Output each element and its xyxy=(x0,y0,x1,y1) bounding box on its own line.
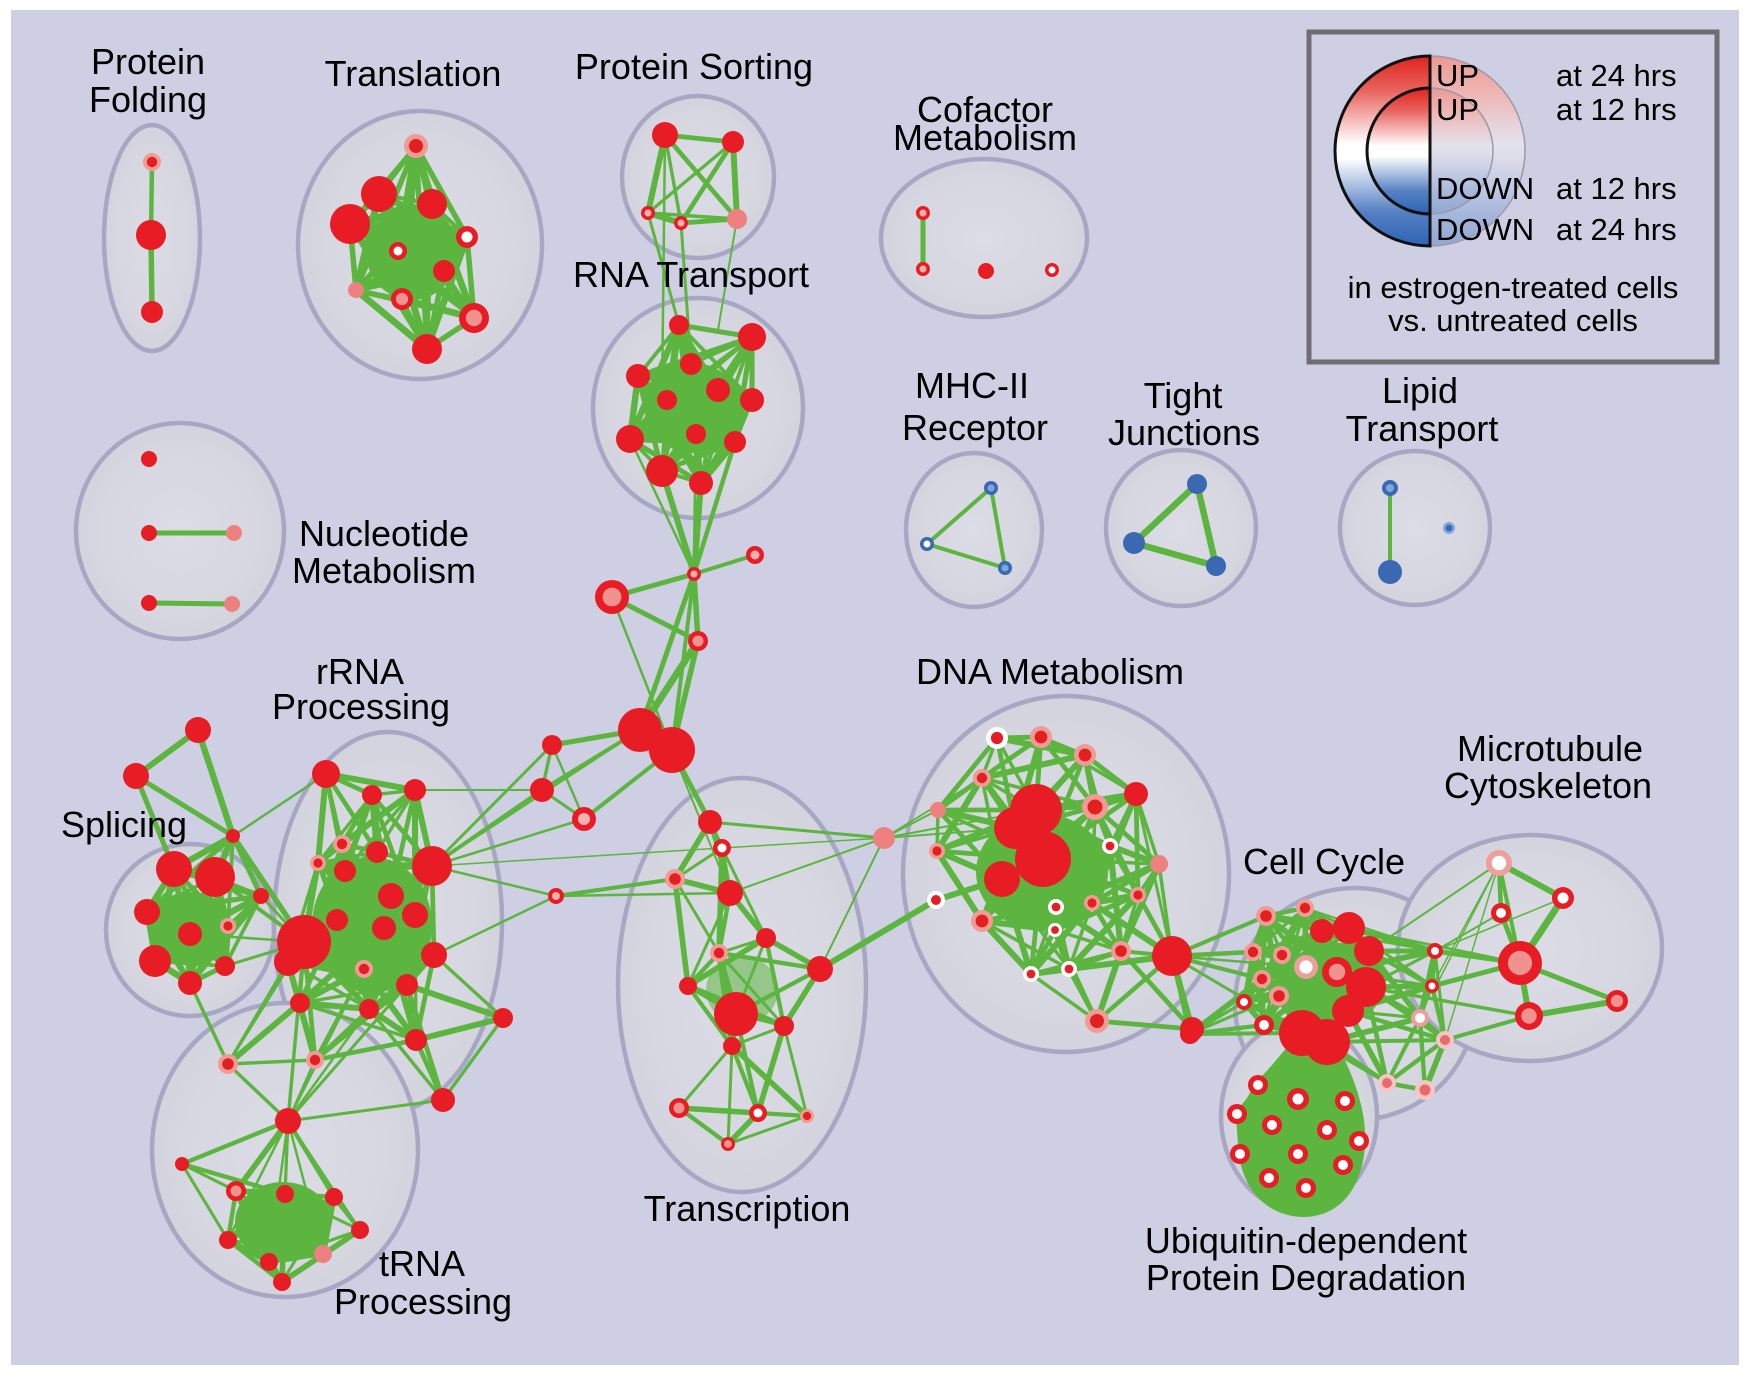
svg-text:DNA Metabolism: DNA Metabolism xyxy=(916,651,1184,692)
svg-text:at 24 hrs: at 24 hrs xyxy=(1556,58,1677,93)
svg-text:Ubiquitin-dependent: Ubiquitin-dependent xyxy=(1145,1220,1467,1261)
svg-text:Junctions: Junctions xyxy=(1108,412,1260,453)
svg-text:UP: UP xyxy=(1436,92,1479,127)
svg-text:Processing: Processing xyxy=(272,686,450,727)
svg-text:Metabolism: Metabolism xyxy=(292,550,476,591)
svg-text:Splicing: Splicing xyxy=(61,804,187,845)
svg-text:Receptor: Receptor xyxy=(902,407,1048,448)
svg-text:Cell Cycle: Cell Cycle xyxy=(1243,841,1405,882)
svg-text:Cofactor: Cofactor xyxy=(917,89,1053,130)
svg-text:Translation: Translation xyxy=(325,53,502,94)
svg-text:Folding: Folding xyxy=(89,79,207,120)
svg-text:in estrogen-treated cells: in estrogen-treated cells xyxy=(1348,270,1679,305)
svg-text:Transport: Transport xyxy=(1346,408,1499,449)
svg-text:at 12 hrs: at 12 hrs xyxy=(1556,92,1677,127)
svg-text:vs. untreated cells: vs. untreated cells xyxy=(1388,303,1638,338)
svg-text:Protein Degradation: Protein Degradation xyxy=(1146,1257,1466,1298)
svg-text:Microtubule: Microtubule xyxy=(1457,728,1643,769)
svg-text:RNA Transport: RNA Transport xyxy=(573,254,809,295)
svg-text:at 24 hrs: at 24 hrs xyxy=(1556,212,1677,247)
svg-text:DOWN: DOWN xyxy=(1436,212,1534,247)
svg-text:Lipid: Lipid xyxy=(1382,370,1458,411)
svg-text:rRNA: rRNA xyxy=(316,651,404,692)
svg-text:Protein Sorting: Protein Sorting xyxy=(575,46,813,87)
svg-text:Nucleotide: Nucleotide xyxy=(299,513,469,554)
svg-text:Metabolism: Metabolism xyxy=(893,117,1077,158)
svg-text:at 12 hrs: at 12 hrs xyxy=(1556,171,1677,206)
svg-text:Transcription: Transcription xyxy=(644,1188,851,1229)
svg-text:Cytoskeleton: Cytoskeleton xyxy=(1444,765,1652,806)
svg-text:Protein: Protein xyxy=(91,41,205,82)
svg-text:Processing: Processing xyxy=(334,1281,512,1322)
svg-text:UP: UP xyxy=(1436,58,1479,93)
svg-text:DOWN: DOWN xyxy=(1436,171,1534,206)
svg-text:Tight: Tight xyxy=(1144,375,1223,416)
svg-text:tRNA: tRNA xyxy=(379,1243,465,1284)
svg-text:MHC-II: MHC-II xyxy=(915,365,1029,406)
